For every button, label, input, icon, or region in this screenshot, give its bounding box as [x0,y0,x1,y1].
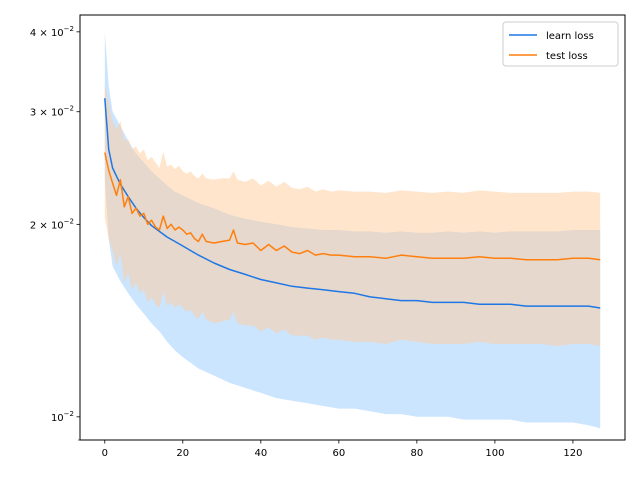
x-tick-label: 120 [563,448,582,459]
y-tick-label: 2 × 10−2 [30,217,74,231]
y-tick-label: 4 × 10−2 [30,25,74,39]
legend-label: test loss [546,51,588,62]
x-tick-label: 60 [332,448,345,459]
x-axis: 0 20 40 60 80 100 120 [102,440,582,459]
legend: learn loss test loss [502,21,619,67]
y-tick-label: 10−2 [51,410,74,424]
test-loss-line [104,152,601,261]
x-tick-label: 0 [102,448,108,459]
x-tick-label: 100 [485,448,504,459]
legend-label: learn loss [546,31,594,42]
y-axis: 10−2 2 × 10−2 3 × 10−2 4 × 10−2 [30,25,80,441]
x-tick-label: 40 [254,448,267,459]
test-loss-band [104,85,601,347]
confidence-bands [104,31,601,429]
plot-frame [79,14,626,441]
x-tick-label: 20 [176,448,189,459]
y-tick-label: 3 × 10−2 [30,105,74,119]
series-lines [104,98,601,309]
x-tick-label: 80 [411,448,424,459]
